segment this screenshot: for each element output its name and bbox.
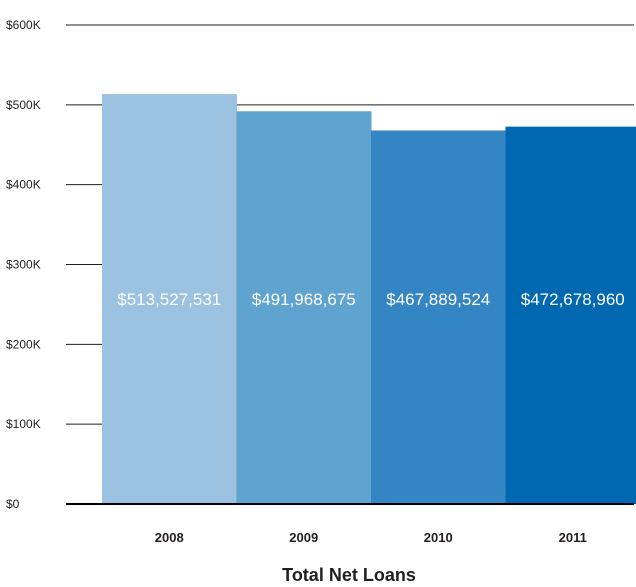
data-label: $491,968,675 bbox=[252, 290, 356, 309]
bars bbox=[102, 94, 636, 505]
y-tick-label: $600K bbox=[6, 18, 41, 32]
y-tick-label: $0 bbox=[6, 497, 20, 511]
bar-2010 bbox=[371, 130, 506, 504]
data-label: $513,527,531 bbox=[117, 290, 221, 309]
y-tick-label: $500K bbox=[6, 98, 41, 112]
data-label: $467,889,524 bbox=[386, 290, 490, 309]
x-tick-label: 2009 bbox=[289, 530, 318, 545]
chart-title: Total Net Loans bbox=[282, 565, 416, 585]
bar-2011 bbox=[505, 126, 636, 505]
y-tick-label: $100K bbox=[6, 417, 41, 431]
y-tick-label: $200K bbox=[6, 337, 41, 351]
x-tick-label: 2011 bbox=[559, 530, 587, 545]
data-labels: $513,527,531 $491,968,675 $467,889,524 $472… bbox=[117, 290, 625, 309]
bar-2008 bbox=[102, 94, 237, 505]
y-tick-label: $400K bbox=[6, 178, 41, 192]
x-tick-label: 2010 bbox=[424, 530, 453, 545]
x-tick-labels: 2008 2009 2010 2011 bbox=[155, 530, 587, 545]
x-tick-label: 2008 bbox=[155, 530, 184, 545]
y-tick-labels: $0 $100K $200K $300K $400K $500K $600K bbox=[6, 18, 41, 511]
bar-2009 bbox=[236, 111, 372, 505]
y-tick-label: $300K bbox=[6, 258, 41, 272]
data-label: $472,678,960 bbox=[521, 290, 625, 309]
